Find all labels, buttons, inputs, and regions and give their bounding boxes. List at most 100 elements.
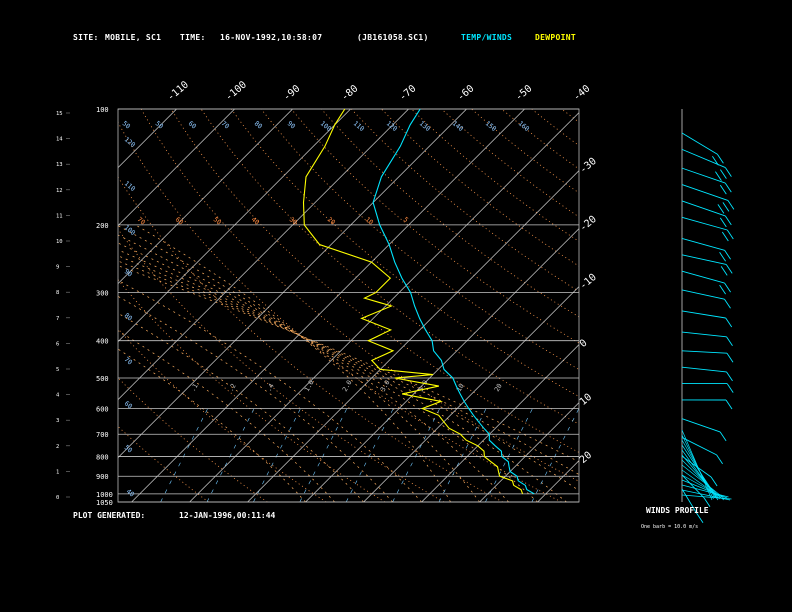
adiabat-label-top: 50	[121, 119, 132, 130]
wind-barb	[719, 252, 726, 262]
isotherm-label: -80	[339, 83, 360, 103]
lower-ratio-label: 10	[455, 382, 466, 393]
dry-adiabat	[411, 109, 579, 242]
isotherm-line	[131, 109, 525, 502]
isotherm-line	[247, 170, 579, 502]
wind-staff-low	[681, 454, 720, 500]
isotherm-label: -110	[165, 79, 191, 103]
wind-staff	[681, 216, 728, 231]
wind-staff	[681, 132, 718, 155]
height-tick-label: 1	[56, 469, 59, 475]
pressure-tick-label: 600	[96, 405, 109, 413]
dry-adiabat	[501, 109, 579, 170]
wind-barb	[719, 217, 727, 228]
mixing-ratio-label: 20	[326, 215, 337, 226]
isotherm-line	[305, 228, 579, 502]
pressure-tick-label: 100	[96, 106, 109, 114]
pressure-tick-label: 500	[96, 375, 109, 383]
barb-legend: One barb = 10.0 m/s	[641, 524, 699, 530]
adiabat-label-top: 150	[484, 119, 498, 133]
dry-adiabat	[200, 109, 579, 425]
wind-staff-low	[681, 469, 725, 501]
mixing-ratio-label: 40	[250, 215, 261, 226]
wind-staff	[681, 167, 726, 184]
isotherm-line	[363, 286, 579, 502]
isotherm-line	[118, 109, 409, 401]
isotherm-label: -10	[578, 272, 599, 292]
legend-dewpoint: DEWPOINT	[535, 33, 576, 42]
wind-barb	[719, 431, 727, 442]
pressure-tick-label: 200	[96, 222, 109, 230]
wind-staff	[681, 184, 729, 201]
isotherm-line	[118, 109, 467, 459]
dry-adiabat	[118, 278, 386, 502]
wind-staff	[681, 270, 725, 284]
lower-ratio-label: .1	[189, 382, 200, 393]
wind-barb	[726, 229, 734, 240]
isotherm-line	[537, 460, 579, 502]
isotherm-label: -50	[513, 83, 534, 103]
mixing-ratio-label: 5	[402, 215, 410, 224]
adiabat-label-top: 100	[319, 119, 333, 133]
lower-ratio-label: 1.0	[303, 379, 316, 393]
adiabat-label-left: 90	[123, 267, 134, 278]
dry-adiabat	[118, 228, 445, 502]
moist-adiabat	[118, 279, 422, 502]
mixing-ratio-label: 50	[212, 215, 223, 226]
adiabat-label-left: 110	[123, 179, 137, 193]
wind-staff	[681, 200, 726, 217]
isotherm-label: -90	[281, 83, 302, 103]
wind-barb	[712, 155, 719, 166]
wind-barb	[724, 282, 731, 293]
plot-frame	[117, 108, 580, 503]
height-tick-label: 14	[56, 137, 63, 143]
site-label: SITE:	[73, 33, 99, 42]
wind-barb	[720, 169, 727, 179]
moist-adiabat	[135, 224, 451, 502]
temperature-line	[372, 108, 535, 495]
mixing-ratio-line	[160, 408, 208, 502]
wind-barb	[724, 215, 732, 226]
wind-staff-low	[681, 459, 722, 499]
height-tick-label: 15	[56, 111, 63, 117]
wind-barb	[724, 182, 732, 193]
dry-adiabat	[118, 377, 268, 502]
dry-adiabat	[118, 328, 327, 502]
isotherm-label: 20	[578, 450, 594, 466]
wind-staff-low	[681, 494, 732, 500]
isotherm-line	[118, 109, 177, 169]
mixing-ratio-line	[299, 408, 348, 502]
isotherm-line	[189, 112, 579, 502]
moist-adiabat	[118, 249, 567, 502]
dry-adiabat	[118, 121, 562, 502]
wind-staff	[681, 254, 727, 265]
adiabat-label-left: 80	[123, 311, 134, 322]
file-id: (JB161058.SC1)	[357, 33, 429, 42]
wind-barb	[717, 153, 724, 164]
dry-adiabat	[260, 109, 579, 370]
wind-barb	[719, 184, 727, 195]
isotherm-label: -40	[571, 83, 592, 103]
isotherm-line	[479, 402, 579, 502]
wind-barb	[726, 352, 734, 363]
lower-ratio-label: 20	[493, 382, 504, 393]
wind-barb	[725, 264, 733, 274]
lower-ratio-label: 3.0	[379, 379, 392, 393]
adiabat-label-top: 110	[352, 119, 366, 133]
wind-staff	[681, 331, 727, 338]
height-tick-label: 10	[56, 239, 63, 245]
mixing-ratio-label: 70	[136, 215, 147, 226]
moist-adiabat	[118, 330, 335, 502]
adiabat-label-left: 120	[123, 135, 137, 149]
wind-barb	[724, 250, 731, 260]
wind-barb	[725, 399, 733, 410]
time-value: 16-NOV-1992,10:58:07	[220, 33, 323, 42]
mixing-ratio-line	[345, 408, 394, 502]
wind-barb	[716, 454, 723, 465]
wind-barb	[715, 171, 722, 181]
wind-barb	[703, 497, 711, 508]
dry-adiabat	[140, 109, 579, 482]
isotherm-label: -20	[578, 214, 599, 234]
wind-barb	[727, 200, 735, 210]
